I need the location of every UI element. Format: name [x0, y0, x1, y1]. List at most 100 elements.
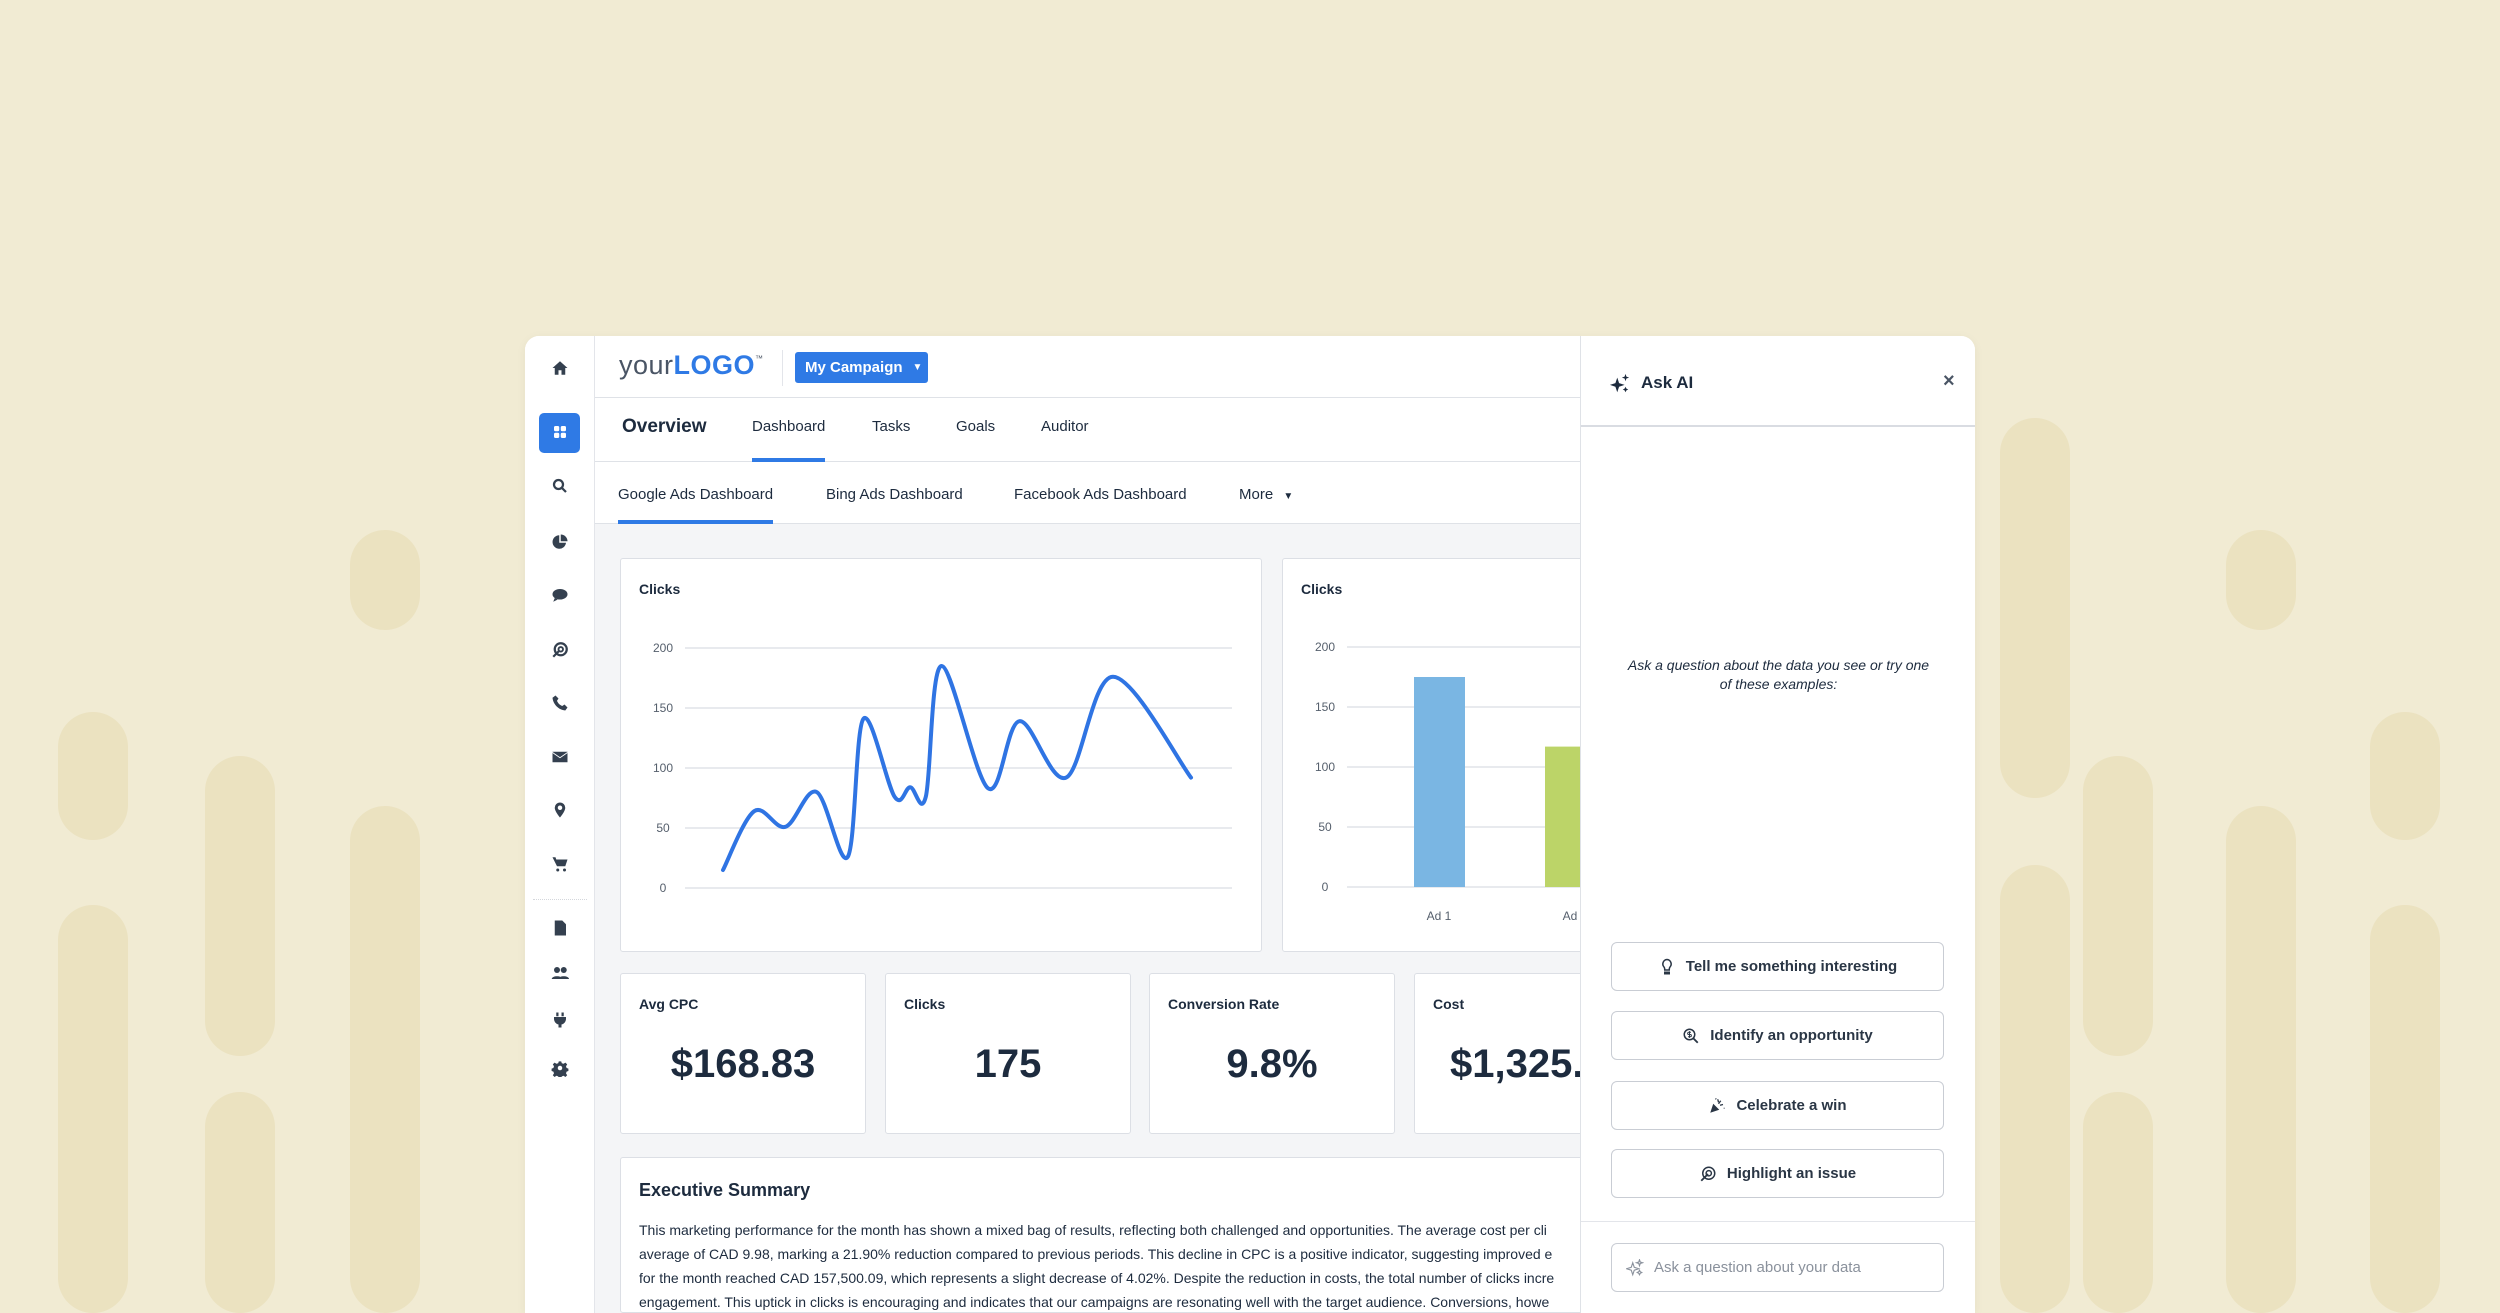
chat-icon[interactable] — [525, 580, 595, 610]
close-icon[interactable]: × — [1943, 370, 1955, 392]
kpi-card-clicks: Clicks 175 — [885, 973, 1131, 1134]
logo-main: LOGO — [673, 350, 756, 380]
tab-auditor[interactable]: Auditor — [1041, 418, 1089, 435]
background-decoration — [58, 712, 128, 840]
sidebar — [525, 336, 595, 1313]
logo-tm: ™ — [755, 354, 764, 363]
logo-prefix: your — [619, 350, 674, 380]
bar-chart: 0 50 100 150 200 Ad 1 Ad — [1315, 640, 1580, 923]
grid-icon[interactable] — [525, 417, 595, 447]
gear-icon[interactable] — [525, 1053, 595, 1083]
suggestion-label: Identify an opportunity — [1710, 1027, 1873, 1044]
page-title: Overview — [622, 416, 707, 437]
more-label: More — [1239, 486, 1274, 503]
users-icon[interactable] — [525, 958, 595, 988]
document-icon[interactable] — [525, 913, 595, 943]
y-tick-label: 150 — [653, 701, 673, 715]
campaign-dropdown[interactable]: My Campaign ▼ — [795, 352, 928, 383]
bar-2 — [1545, 746, 1580, 887]
y-tick-label: 200 — [653, 641, 673, 655]
kpi-label: Conversion Rate — [1168, 996, 1280, 1012]
active-indicator — [539, 413, 580, 453]
background-decoration — [205, 756, 275, 1056]
plug-icon[interactable] — [525, 1005, 595, 1035]
y-tick-label: 0 — [660, 881, 667, 895]
kpi-card-cost: Cost $1,325. — [1414, 973, 1580, 1134]
background-decoration — [350, 530, 420, 630]
suggestion-highlight-issue[interactable]: Highlight an issue — [1611, 1149, 1944, 1198]
tab-bar: Overview Dashboard Tasks Goals Auditor — [595, 398, 1580, 462]
divider — [1581, 1221, 1975, 1222]
tab-goals[interactable]: Goals — [956, 418, 996, 435]
summary-text: This marketing performance for the month… — [639, 1222, 1547, 1238]
sparkle-icon — [1626, 1258, 1644, 1277]
tab-tasks[interactable]: Tasks — [872, 418, 911, 435]
ai-panel-header: Ask AI × — [1581, 336, 1975, 427]
search-icon[interactable] — [525, 471, 595, 501]
y-tick-label: 100 — [653, 761, 673, 775]
y-tick-label: 200 — [1315, 640, 1335, 654]
bar-1 — [1414, 677, 1465, 887]
suggestion-label: Tell me something interesting — [1685, 958, 1898, 975]
summary-text: average of CAD 9.98, marking a 21.90% re… — [639, 1246, 1553, 1262]
background-decoration — [2083, 756, 2153, 1056]
tab-dashboard[interactable]: Dashboard — [752, 418, 826, 462]
pie-chart-icon[interactable] — [525, 527, 595, 557]
summary-text: engagement. This uptick in clicks is enc… — [639, 1294, 1550, 1310]
sparkle-icon — [1609, 373, 1630, 393]
kpi-label: Clicks — [904, 996, 946, 1012]
background-decoration — [205, 1092, 275, 1313]
mail-icon[interactable] — [525, 742, 595, 772]
subtab-more[interactable]: More ▼ — [1239, 486, 1293, 524]
kpi-value: $1,325. — [1450, 1042, 1580, 1086]
kpi-card-avg-cpc: Avg CPC $168.83 — [620, 973, 866, 1134]
subtab-google-ads[interactable]: Google Ads Dashboard — [618, 486, 774, 524]
line-chart: 0 50 100 150 200 — [653, 641, 1232, 895]
ask-ai-input[interactable]: Ask a question about your data — [1611, 1243, 1944, 1292]
background-decoration — [2000, 418, 2070, 798]
summary-text: for the month reached CAD 157,500.09, wh… — [639, 1270, 1555, 1286]
background-decoration — [2226, 530, 2296, 630]
dashboard-tabs: Google Ads Dashboard Bing Ads Dashboard … — [595, 462, 1580, 524]
y-tick-label: 50 — [1318, 820, 1332, 834]
lightbulb-icon — [1661, 958, 1672, 974]
home-icon[interactable] — [525, 353, 595, 383]
x-tick-label: Ad — [1563, 909, 1578, 923]
logo[interactable]: yourLOGO™ — [619, 350, 764, 381]
suggestion-celebrate-win[interactable]: Celebrate a win — [1611, 1081, 1944, 1130]
suggestion-label: Celebrate a win — [1736, 1097, 1847, 1114]
subtab-bing-ads[interactable]: Bing Ads Dashboard — [826, 486, 963, 503]
caret-down-icon: ▼ — [1283, 491, 1294, 502]
kpi-label: Avg CPC — [639, 996, 699, 1012]
kpi-label: Cost — [1433, 996, 1465, 1012]
ai-panel-title: Ask AI — [1641, 373, 1694, 392]
kpi-value: 9.8% — [1226, 1042, 1318, 1086]
kpi-value: 175 — [974, 1042, 1042, 1086]
target-arrow-icon — [1700, 1166, 1716, 1181]
background-decoration — [2370, 712, 2440, 840]
campaign-label: My Campaign — [805, 359, 903, 376]
ask-ai-panel: Ask AI × Ask a question about the data y… — [1580, 336, 1975, 1313]
kpi-card-conversion-rate: Conversion Rate 9.8% — [1149, 973, 1395, 1134]
subtab-facebook-ads[interactable]: Facebook Ads Dashboard — [1014, 486, 1187, 503]
caret-down-icon: ▼ — [912, 362, 923, 373]
phone-icon[interactable] — [525, 688, 595, 718]
ask-ai-placeholder: Ask a question about your data — [1654, 1259, 1861, 1276]
cart-icon[interactable] — [525, 849, 595, 879]
target-icon[interactable] — [525, 635, 595, 665]
app-window: yourLOGO™ My Campaign ▼ Overview Dashboar… — [525, 336, 1975, 1313]
background-decoration — [58, 905, 128, 1313]
main-area: yourLOGO™ My Campaign ▼ Overview Dashboar… — [595, 336, 1580, 1313]
background-decoration — [2370, 905, 2440, 1313]
background-decoration — [2226, 806, 2296, 1313]
y-tick-label: 0 — [1322, 880, 1329, 894]
bar-chart-card: Clicks 0 50 100 150 200 Ad 1 Ad — [1282, 558, 1580, 952]
suggestion-tell-me-something[interactable]: Tell me something interesting — [1611, 942, 1944, 991]
executive-summary-card: Executive Summary This marketing perform… — [620, 1157, 1580, 1313]
dashboard-content: Clicks 0 50 100 150 200 Clicks 0 50 100 150 200 A… — [595, 524, 1580, 1313]
suggestion-identify-opportunity[interactable]: Identify an opportunity — [1611, 1011, 1944, 1060]
sidebar-divider — [533, 899, 587, 900]
map-pin-icon[interactable] — [525, 795, 595, 825]
kpi-value: $168.83 — [670, 1042, 816, 1086]
clicks-line — [721, 663, 1193, 872]
